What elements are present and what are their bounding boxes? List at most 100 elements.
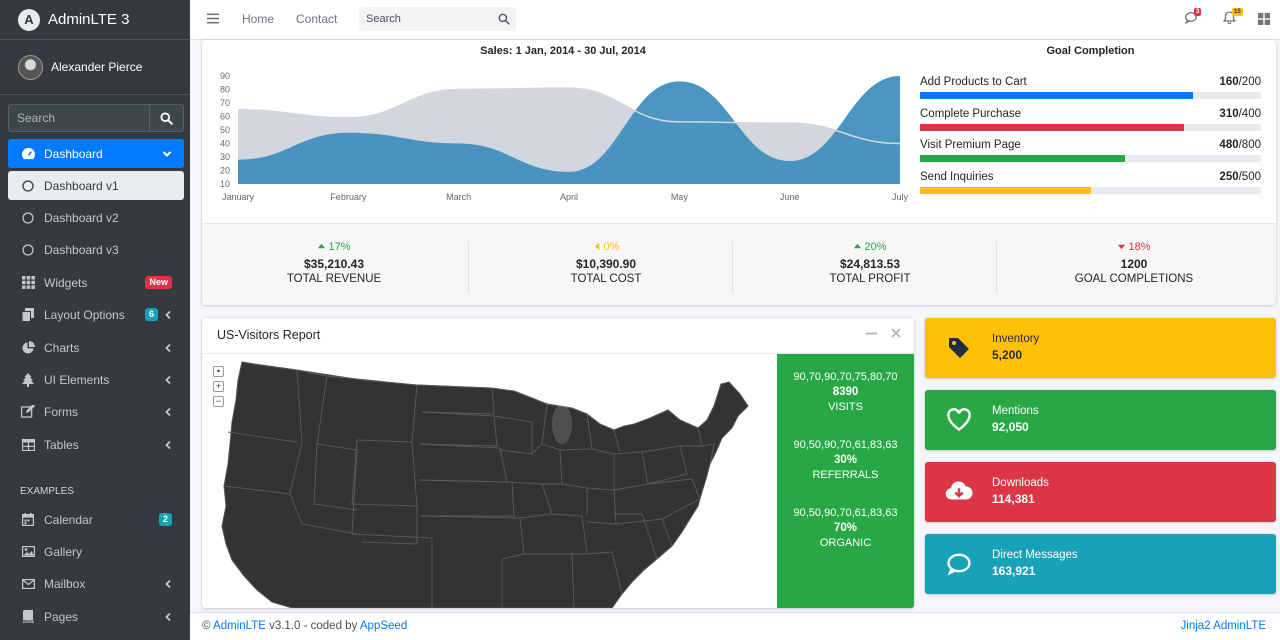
footer-author-link[interactable]: AppSeed (359, 620, 408, 632)
stat-total-revenue: 17% $35,210.43 TOTAL REVENUE (202, 241, 466, 291)
sidebar-item-widgets[interactable]: Widgets New (8, 268, 184, 297)
goal-item-send-inquiries: Send Inquiries 250/500 (920, 171, 1261, 195)
goal-value: 480 (1219, 139, 1239, 151)
messages-dropdown[interactable]: 3 (1185, 8, 1202, 24)
x-tick-label: February (330, 192, 367, 202)
user-name: Alexander Pierce (51, 60, 143, 74)
info-box-label: Direct Messages (992, 549, 1078, 561)
minus-icon: − (215, 396, 222, 406)
sidebar-item-layout-options[interactable]: Layout Options 6 (8, 300, 184, 329)
map-zoom-out-button[interactable]: − (213, 396, 224, 407)
x-tick-label: June (780, 192, 800, 202)
sidebar-item-label: Dashboard v3 (44, 242, 119, 257)
sidebar-item-calendar[interactable]: Calendar 2 (8, 505, 184, 534)
sidebar-item-label: Gallery (44, 544, 83, 559)
remove-button[interactable] (891, 328, 901, 338)
chevron-left-icon (165, 375, 171, 384)
x-tick-label: April (560, 192, 578, 202)
stat-label: GOAL COMPLETIONS (1074, 273, 1194, 285)
stat-value: 30% (833, 454, 858, 466)
referrals-stat: 90,50,90,70,61,83,63 30% REFERRALS (777, 439, 914, 481)
th-grid-icon (20, 276, 36, 289)
heart-icon (945, 406, 973, 434)
copy-icon (20, 307, 36, 322)
sidebar-search-button[interactable] (149, 104, 184, 132)
us-map[interactable] (202, 354, 762, 608)
chevron-left-icon (165, 579, 171, 588)
goal-item-complete-purchase: Complete Purchase 310/400 (920, 108, 1261, 132)
progress-track (920, 155, 1261, 162)
brand-logo-icon: A (18, 8, 40, 31)
sidebar-item-tables[interactable]: Tables (8, 430, 184, 459)
stat-label: VISITS (828, 401, 863, 413)
progress-track (920, 92, 1261, 99)
x-tick-label: July (892, 192, 909, 202)
progress-bar (920, 187, 1091, 194)
sidebar-item-mailbox[interactable]: Mailbox (8, 569, 184, 598)
sidebar-item-charts[interactable]: Charts (8, 333, 184, 362)
goal-total: /400 (1238, 108, 1261, 120)
sidebar-item-dashboard[interactable]: Dashboard (8, 139, 184, 168)
goal-total: /200 (1238, 76, 1261, 88)
stat-percentage: 17% (202, 241, 466, 255)
sidebar-item-dashboard-v1[interactable]: Dashboard v1 (8, 171, 184, 200)
sidebar-item-pages[interactable]: Pages (8, 602, 184, 631)
stat-value: 8390 (832, 386, 859, 398)
sidebar-item-dashboard-v3[interactable]: Dashboard v3 (8, 235, 184, 264)
goal-total: /800 (1238, 139, 1261, 151)
sidebar-item-ui-elements[interactable]: UI Elements (8, 365, 184, 394)
hamburger-menu-icon[interactable] (207, 13, 219, 24)
goal-item-add-products: Add Products to Cart 160/200 (920, 76, 1261, 100)
nav-home-link[interactable]: Home (242, 12, 275, 26)
stat-percentage: 18% (1002, 241, 1266, 255)
info-box-value: 114,381 (992, 492, 1035, 506)
stat-amount: $24,813.53 (839, 257, 901, 271)
sidebar-item-gallery[interactable]: Gallery (8, 537, 184, 566)
sales-card-footer: 17% $35,210.43 TOTAL REVENUE 0% $10,390.… (202, 223, 1276, 305)
y-tick-label: 90 (220, 71, 230, 81)
footer-right-link[interactable]: Jinja2 AdminLTE (1180, 620, 1266, 632)
divider (468, 241, 469, 293)
info-box-label: Inventory (992, 333, 1040, 345)
sidebar-item-dashboard-v2[interactable]: Dashboard v2 (8, 203, 184, 232)
minus-icon (866, 332, 877, 335)
brand-title: AdminLTE 3 (48, 11, 130, 28)
y-tick-label: 50 (220, 125, 230, 135)
tachometer-icon (20, 147, 36, 160)
map-zoom-in-button[interactable]: + (213, 381, 224, 392)
sidebar-item-forms[interactable]: Forms (8, 397, 184, 426)
notifications-badge: 15 (1232, 8, 1243, 16)
stat-percentage: 0% (474, 241, 738, 255)
footer-copyright: © AdminLTE v3.1.0 - coded by AppSeed (202, 620, 407, 632)
caret-left-icon (593, 241, 604, 253)
stat-label: TOTAL COST (570, 273, 642, 285)
info-box-value: 5,200 (992, 348, 1023, 362)
messages-badge: 3 (1194, 8, 1202, 16)
user-panel[interactable]: Alexander Pierce (0, 40, 190, 95)
search-icon[interactable] (498, 13, 510, 25)
edit-icon (20, 405, 36, 418)
circle-icon (20, 243, 36, 256)
sidebar-search-input[interactable] (8, 104, 149, 132)
search-icon (160, 111, 173, 125)
comments-icon (1185, 12, 1197, 24)
notifications-dropdown[interactable]: 15 (1223, 8, 1243, 24)
nav-contact-link[interactable]: Contact (296, 12, 338, 26)
control-sidebar-toggle[interactable] (1258, 13, 1270, 25)
brand-link[interactable]: A AdminLTE 3 (0, 0, 190, 40)
footer-brand-link[interactable]: AdminLTE (213, 620, 266, 632)
collapse-button[interactable] (866, 328, 877, 339)
top-navbar: Home Contact 3 15 (190, 0, 1280, 40)
info-box-mentions: Mentions 92,050 (925, 390, 1276, 450)
navbar-search-input[interactable] (359, 7, 489, 31)
map-reset-button[interactable]: • (213, 366, 224, 377)
goal-value: 160 (1219, 76, 1239, 88)
organic-stat: 90,50,90,70,61,83,63 70% ORGANIC (777, 507, 914, 549)
new-badge: New (145, 276, 172, 289)
tag-icon (945, 334, 973, 362)
sidebar: A AdminLTE 3 Alexander Pierce Dashboard … (0, 0, 190, 640)
chevron-left-icon (165, 310, 171, 319)
progress-bar (920, 124, 1185, 131)
info-box-inventory: Inventory 5,200 (925, 318, 1276, 378)
chevron-left-icon (165, 407, 171, 416)
